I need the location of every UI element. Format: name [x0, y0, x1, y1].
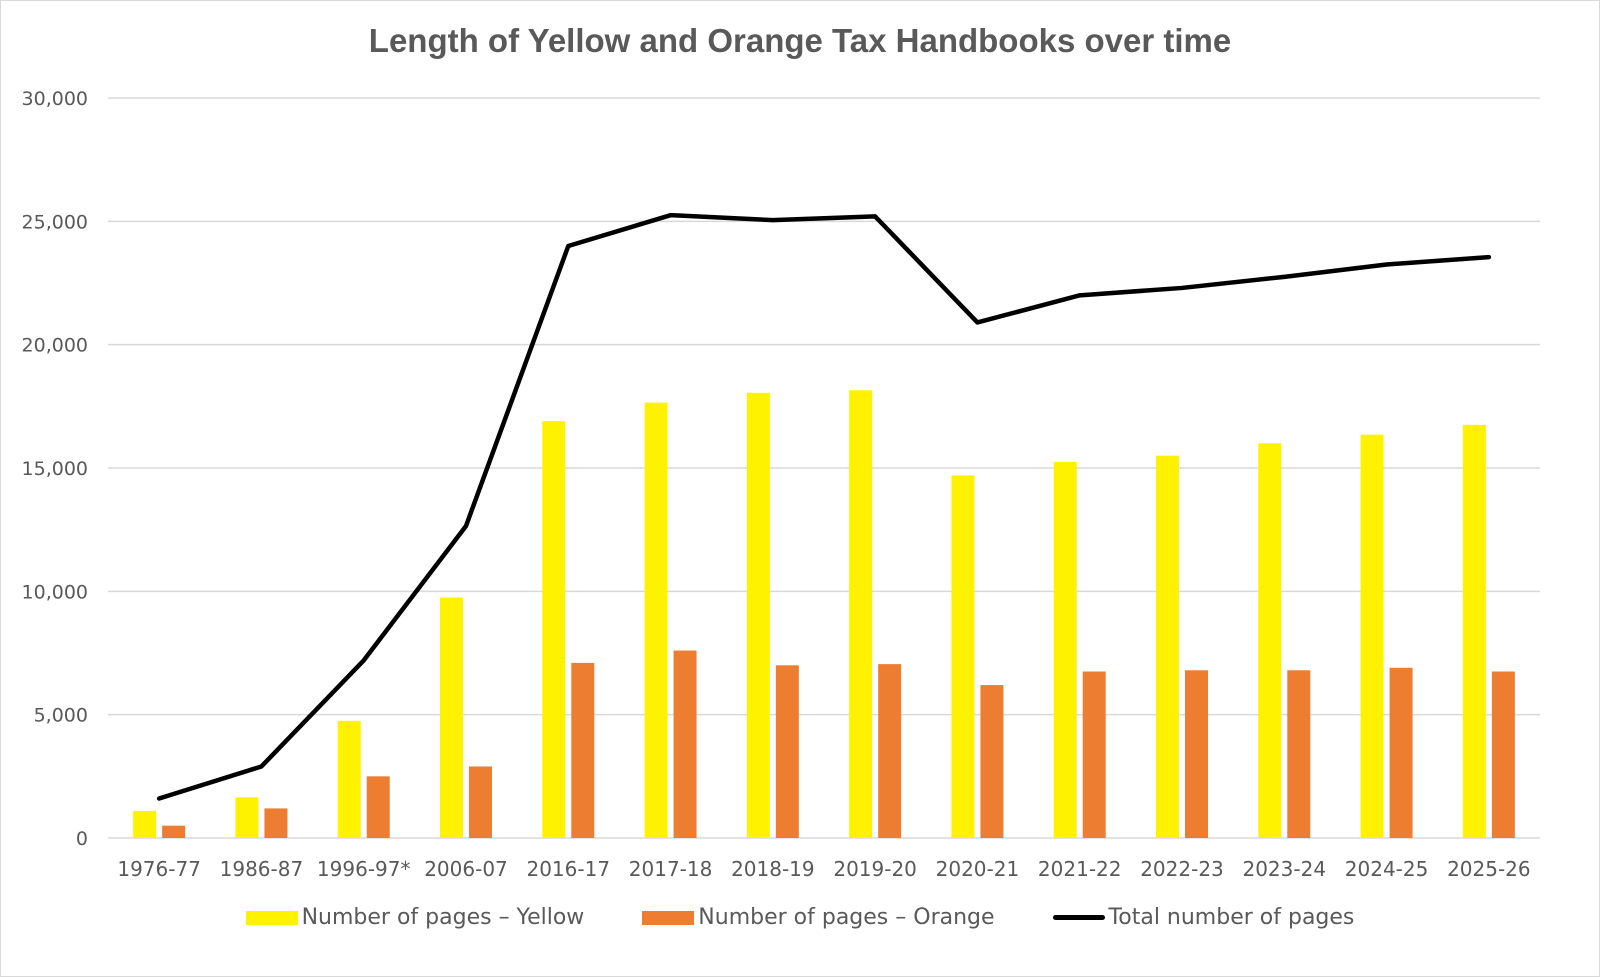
x-tick-label: 1976-77 [117, 857, 201, 881]
y-tick-label: 30,000 [22, 88, 88, 110]
x-tick-label: 2016-17 [526, 857, 610, 881]
bar-orange [1287, 670, 1311, 838]
legend-label-total: Total number of pages [1108, 905, 1355, 930]
bar-yellow [1053, 461, 1077, 838]
legend-swatch-orange [642, 910, 695, 925]
legend-label-yellow: Number of pages – Yellow [301, 905, 585, 930]
x-tick-label: 2018-19 [731, 857, 815, 881]
bar-orange [1082, 671, 1106, 838]
bar-orange [162, 825, 186, 838]
bar-orange [469, 766, 492, 838]
bar-yellow [849, 390, 873, 838]
bar-yellow [951, 475, 975, 838]
bar-yellow [440, 597, 463, 838]
x-tick-label: 2019-20 [833, 857, 917, 881]
y-tick-label: 25,000 [22, 211, 88, 233]
x-tick-label: 1986-87 [220, 857, 304, 881]
y-tick-label: 15,000 [22, 458, 88, 480]
bar-orange [571, 662, 595, 838]
bar-orange [1389, 667, 1413, 838]
legend: Number of pages – Yellow Number of pages… [0, 905, 1600, 930]
legend-label-orange: Number of pages – Orange [698, 905, 995, 930]
bar-orange [366, 776, 390, 838]
bar-orange [775, 665, 799, 838]
bar-yellow [337, 720, 361, 838]
x-tick-label: 2017-18 [629, 857, 713, 881]
chart-title: Length of Yellow and Orange Tax Handbook… [368, 22, 1232, 59]
x-tick-label: 1996-97* [317, 857, 411, 881]
bar-orange [878, 664, 902, 838]
bar-orange [673, 650, 697, 838]
bar-yellow [746, 392, 770, 838]
bar-yellow [133, 810, 157, 838]
y-tick-label: 10,000 [22, 581, 88, 603]
bar-yellow [1258, 443, 1282, 838]
x-tick-label: 2023-24 [1242, 857, 1326, 881]
bar-yellow [542, 421, 566, 838]
bar-yellow [1156, 455, 1179, 838]
y-tick-label: 0 [76, 828, 88, 850]
bar-orange [1491, 671, 1515, 838]
y-tick-label: 20,000 [22, 335, 88, 357]
x-tick-label: 2020-21 [936, 857, 1020, 881]
legend-item-total: Total number of pages [1052, 905, 1355, 930]
legend-swatch-total [1052, 915, 1105, 920]
bar-yellow [644, 402, 668, 838]
x-tick-label: 2021-22 [1038, 857, 1122, 881]
bar-yellow [235, 797, 259, 838]
line-total-pages [156, 212, 1492, 801]
bar-yellow [1360, 434, 1384, 838]
y-tick-label: 5,000 [34, 705, 88, 727]
legend-item-orange: Number of pages – Orange [642, 905, 995, 930]
legend-item-yellow: Number of pages – Yellow [245, 905, 585, 930]
legend-swatch-yellow [245, 910, 298, 925]
x-tick-label: 2006-07 [424, 857, 508, 881]
bar-orange [980, 685, 1004, 838]
x-tick-label: 2022-23 [1140, 857, 1224, 881]
x-tick-label: 2025-26 [1447, 857, 1531, 881]
bar-yellow [1462, 424, 1486, 838]
bar-orange [264, 808, 288, 838]
x-tick-label: 2024-25 [1345, 857, 1429, 881]
bar-orange [1185, 670, 1208, 838]
